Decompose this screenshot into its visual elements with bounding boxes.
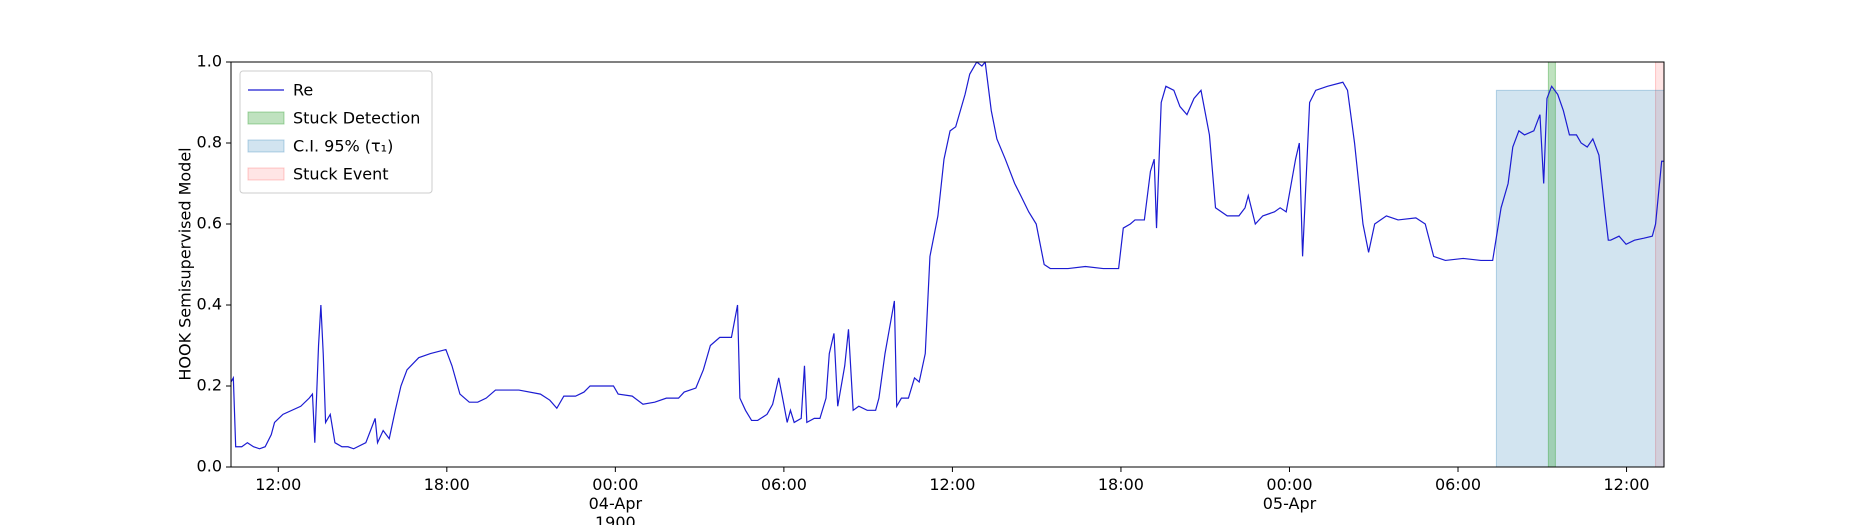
x-tick-label: 12:00 [255, 475, 302, 494]
x-tick-label: 00:00 04-Apr 1900 [588, 475, 643, 525]
x-tick-label: 06:00 [1434, 475, 1482, 494]
legend-label: C.I. 95% (τ₁) [293, 137, 393, 156]
span [1495, 89, 1664, 467]
x-tick-label: 00:00 05-Apr [1262, 475, 1317, 513]
y-tick-label: 0.4 [197, 295, 222, 314]
legend: Re Stuck Detection C.I. 95% (τ₁) Stuck Even… [239, 70, 433, 194]
y-tick-label: 0.2 [197, 376, 222, 395]
y-tick-label: 0.0 [197, 457, 222, 476]
y-tick-label: 0.6 [197, 214, 222, 233]
y-tick-label: 1.0 [197, 52, 222, 71]
plot-frame [230, 61, 1665, 468]
legend-patch [247, 111, 285, 125]
legend-patch [247, 167, 285, 181]
legend-label: Stuck Event [293, 165, 389, 184]
x-tick-label: 12:00 [929, 475, 976, 494]
y-axis-label: HOOK Semisupervised Model [176, 147, 195, 380]
span [1547, 62, 1556, 467]
legend-box [239, 70, 433, 194]
legend-label: Stuck Detection [293, 109, 420, 128]
legend-patch [247, 139, 285, 153]
data-line [231, 62, 1664, 450]
x-tick-label: 06:00 [760, 475, 807, 494]
x-tick-label: 18:00 [1097, 475, 1144, 494]
span [1655, 62, 1664, 467]
x-tick-label: 18:00 [423, 475, 470, 494]
y-tick-label: 0.8 [197, 133, 222, 152]
legend-label: Re [293, 81, 313, 100]
x-tick-label: 12:00 [1603, 475, 1650, 494]
